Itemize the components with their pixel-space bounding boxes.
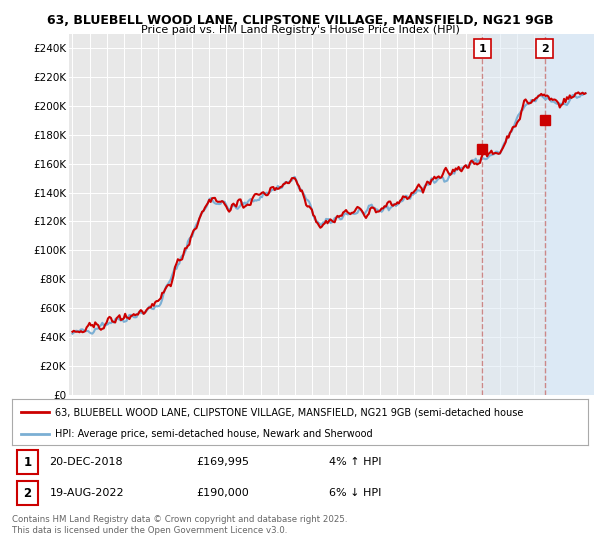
Text: HPI: Average price, semi-detached house, Newark and Sherwood: HPI: Average price, semi-detached house,… [55, 429, 373, 438]
Text: 4% ↑ HPI: 4% ↑ HPI [329, 457, 382, 467]
Text: Contains HM Land Registry data © Crown copyright and database right 2025.
This d: Contains HM Land Registry data © Crown c… [12, 515, 347, 535]
Text: 2: 2 [23, 487, 32, 500]
Text: 1: 1 [23, 456, 32, 469]
Text: 6% ↓ HPI: 6% ↓ HPI [329, 488, 381, 498]
Text: £190,000: £190,000 [196, 488, 249, 498]
Bar [17, 481, 38, 505]
Text: £169,995: £169,995 [196, 457, 250, 467]
Bar [17, 450, 38, 474]
Text: 19-AUG-2022: 19-AUG-2022 [49, 488, 124, 498]
Text: 2: 2 [541, 44, 549, 54]
Bar [545, 34, 594, 395]
Text: 1: 1 [478, 44, 486, 54]
Text: Price paid vs. HM Land Registry's House Price Index (HPI): Price paid vs. HM Land Registry's House … [140, 25, 460, 35]
Bar [482, 34, 545, 395]
Text: 63, BLUEBELL WOOD LANE, CLIPSTONE VILLAGE, MANSFIELD, NG21 9GB: 63, BLUEBELL WOOD LANE, CLIPSTONE VILLAG… [47, 14, 553, 27]
Bar [474, 39, 491, 58]
Text: 20-DEC-2018: 20-DEC-2018 [49, 457, 123, 467]
Bar [536, 39, 553, 58]
Text: 63, BLUEBELL WOOD LANE, CLIPSTONE VILLAGE, MANSFIELD, NG21 9GB (semi-detached ho: 63, BLUEBELL WOOD LANE, CLIPSTONE VILLAG… [55, 407, 524, 417]
